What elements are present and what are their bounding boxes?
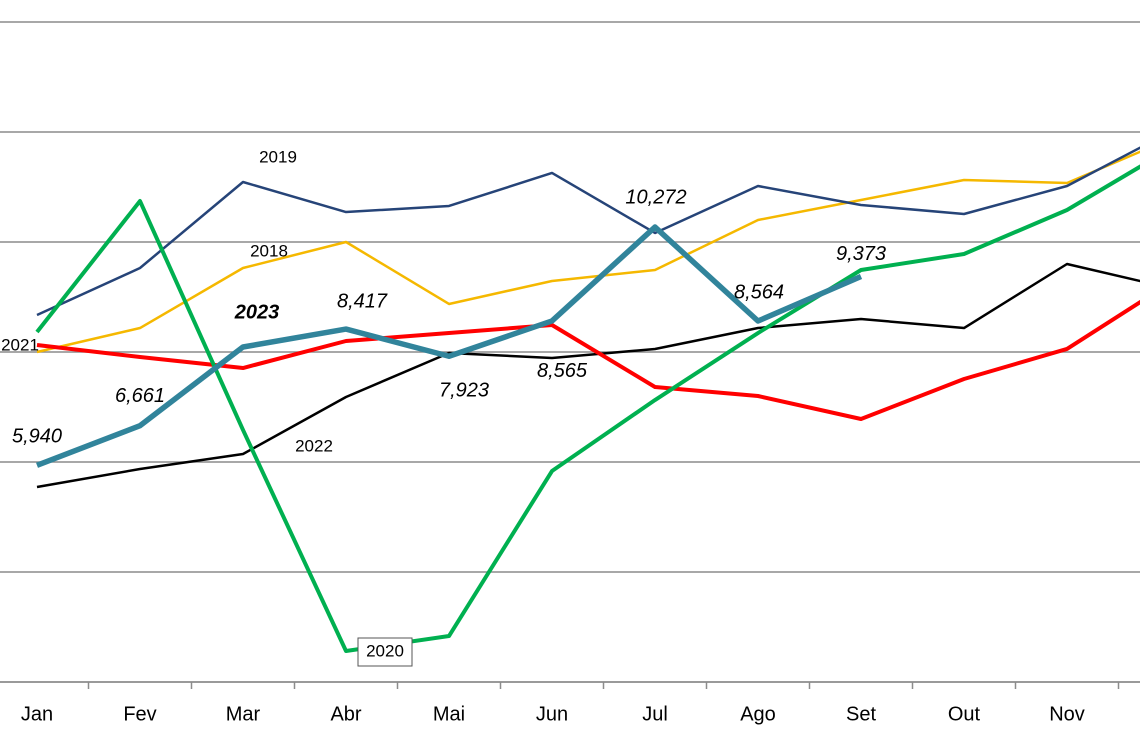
- data-label: 6,661: [115, 385, 165, 407]
- data-label: 9,373: [836, 243, 886, 265]
- x-tick-label: Out: [948, 703, 981, 725]
- data-label: 10,272: [625, 186, 686, 208]
- x-tick-label: Jul: [642, 703, 668, 725]
- x-tick-label: Mai: [433, 703, 465, 725]
- x-tick-label: Set: [846, 703, 876, 725]
- data-label: 5,940: [12, 426, 62, 448]
- x-tick-label: Ago: [740, 703, 776, 725]
- label-box: [357, 637, 413, 667]
- series-label: 2019: [259, 147, 297, 166]
- x-tick-label: Abr: [330, 703, 361, 725]
- x-tick-label: Jun: [536, 703, 568, 725]
- line-series: [36, 262, 1140, 489]
- line-series: [36, 146, 1140, 317]
- line-series: [36, 299, 1140, 421]
- line-series: [35, 164, 1140, 653]
- x-tick-label: Nov: [1049, 703, 1085, 725]
- x-tick-label: Mar: [226, 703, 261, 725]
- line-series: [36, 224, 863, 468]
- series-label: 2023: [234, 301, 280, 323]
- data-label: 8,565: [537, 360, 588, 382]
- series-label: 2020: [366, 641, 404, 660]
- data-label: 8,564: [734, 281, 784, 303]
- data-label: 7,923: [439, 380, 489, 402]
- series-label: 2022: [295, 436, 333, 455]
- x-tick-label: Fev: [123, 703, 156, 725]
- data-label: 8,417: [337, 290, 388, 312]
- series-label: 2021: [1, 335, 39, 354]
- series-label: 2018: [250, 241, 288, 260]
- x-tick-label: Jan: [21, 703, 53, 725]
